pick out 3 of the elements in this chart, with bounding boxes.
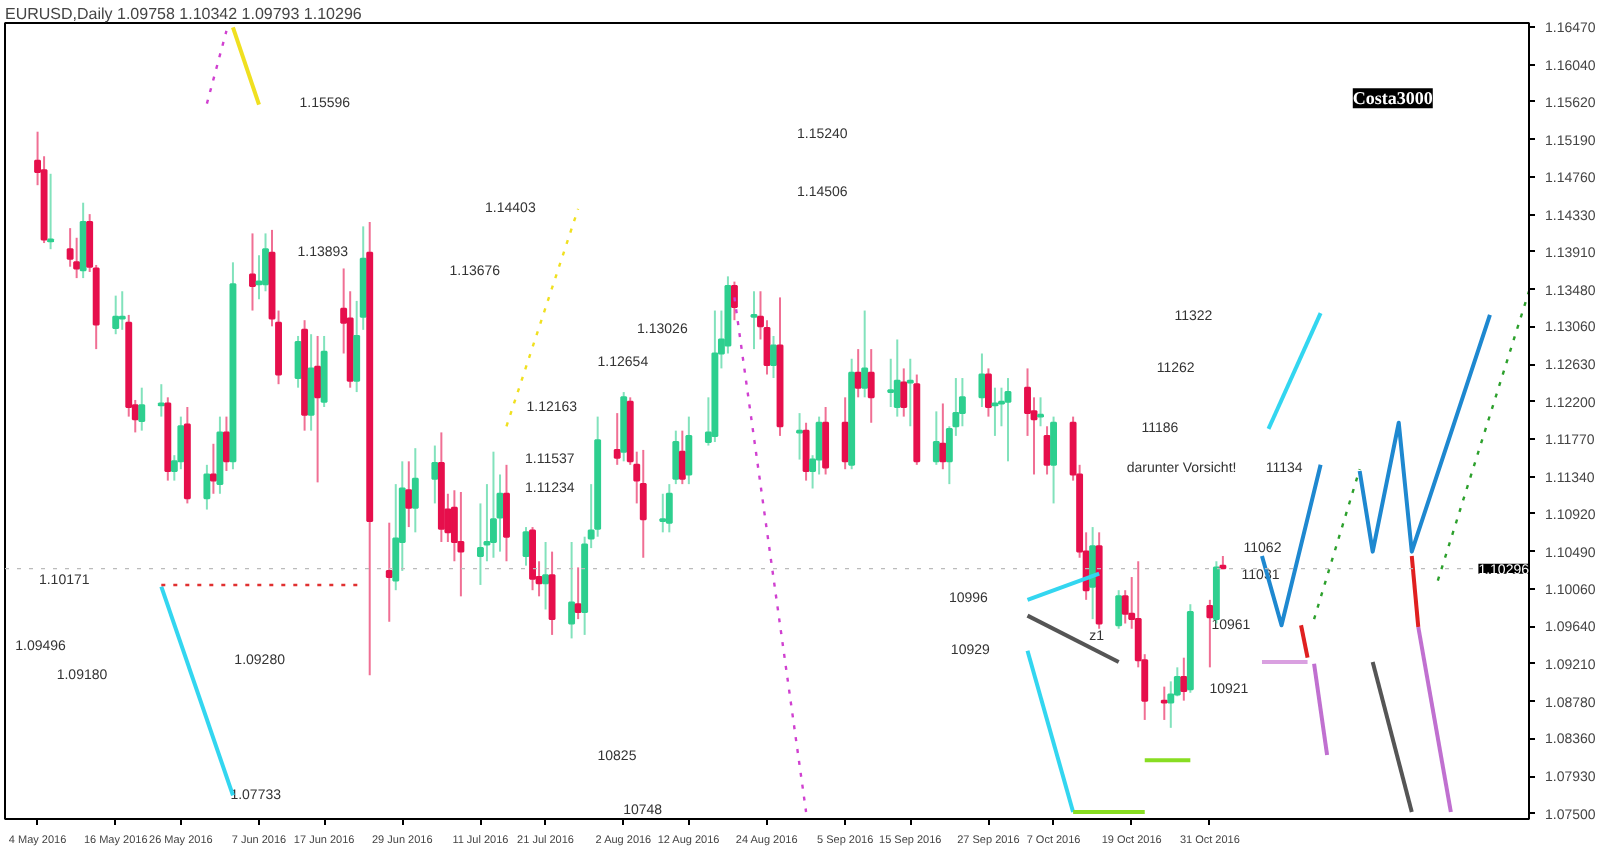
chart-title: EURUSD,Daily 1.09758 1.10342 1.09793 1.10296 (5, 5, 363, 23)
annotation: Costa3000 (1352, 88, 1434, 109)
line-series (1357, 312, 1492, 554)
